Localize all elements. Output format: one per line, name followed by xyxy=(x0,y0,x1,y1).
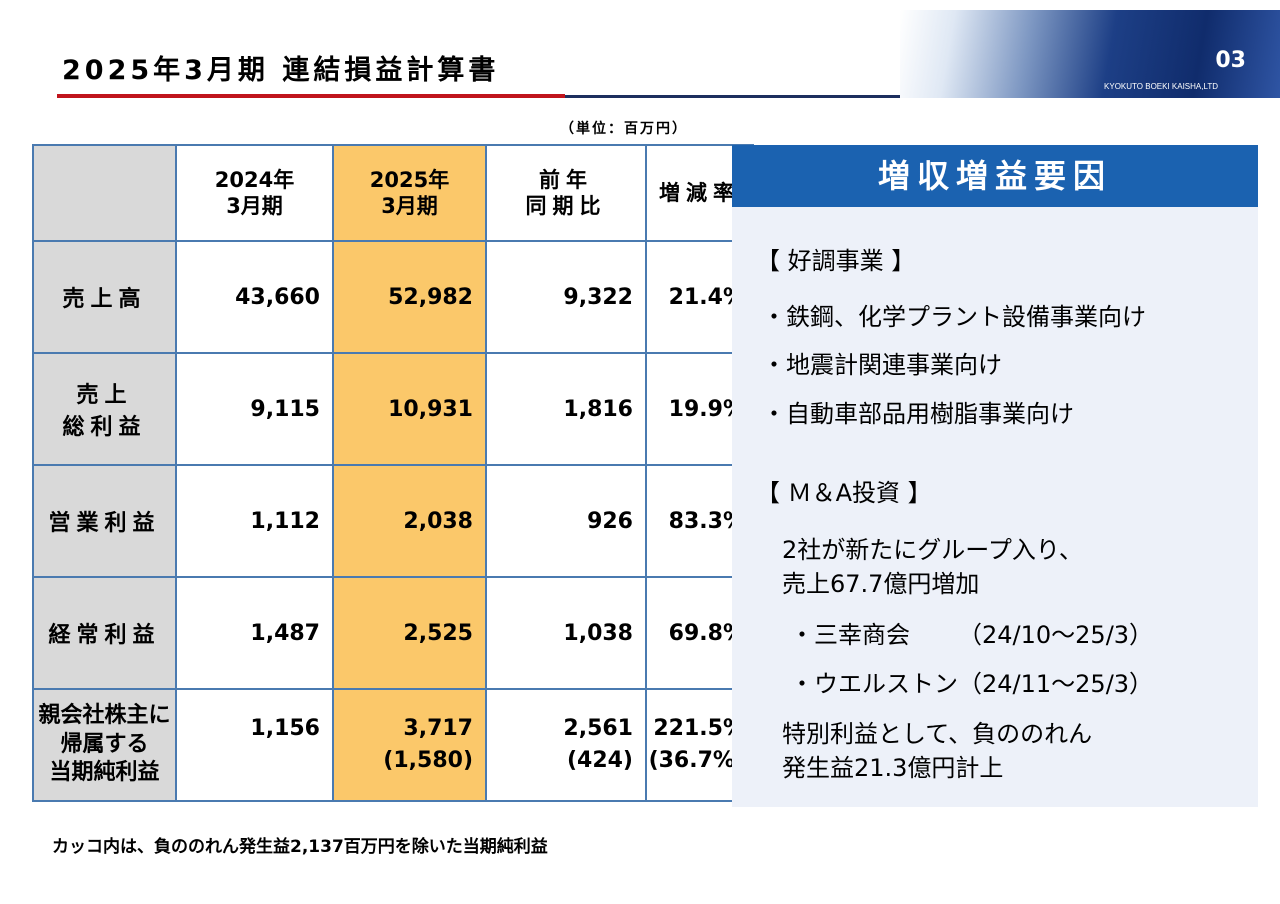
row-label-line: 営業利益 xyxy=(48,511,161,536)
cell-line: 3,717 xyxy=(403,716,473,742)
cell-line: 83.3% xyxy=(668,508,745,534)
title-underline-red xyxy=(57,94,565,98)
list-item: ・地震計関連事業向け xyxy=(762,351,1002,379)
cell-yoy: 9,322 xyxy=(485,240,647,354)
table-header-row: 2024年 3月期 2025年 3月期 前年 同期比 増減率 xyxy=(32,144,754,242)
cell-line: (1,580) xyxy=(383,748,473,773)
cell-line: 1,038 xyxy=(563,620,633,646)
header-line: 2024年 xyxy=(214,167,295,192)
header-line: 同期比 xyxy=(525,194,607,218)
cell-line: 2,525 xyxy=(403,620,473,646)
row-label-line: 経常利益 xyxy=(48,623,161,648)
cell-fy2025: 2,038 xyxy=(332,464,487,578)
row-label: 営業利益 xyxy=(32,464,177,578)
cell-fy2024: 9,115 xyxy=(175,352,334,466)
cell-line: 1,156 xyxy=(250,716,320,742)
cell-line: 926 xyxy=(587,508,633,534)
row-label: 売上高 xyxy=(32,240,177,354)
row-label-line: 当期純利益 xyxy=(49,760,160,786)
cell-line: 10,931 xyxy=(388,396,473,422)
section-heading-strong-business: 【 好調事業 】 xyxy=(756,247,916,275)
footnote: カッコ内は、負ののれん発生益2,137百万円を除いた当期純利益 xyxy=(52,837,548,857)
list-item: ・自動車部品用樹脂事業向け xyxy=(762,400,1074,428)
header-line: 2025年 xyxy=(369,167,450,192)
page-number: 03 xyxy=(1215,48,1246,73)
cell-line: 19.9% xyxy=(668,396,745,422)
cell-yoy: 2,561 (424) xyxy=(485,688,647,802)
cell-line: (36.7%) xyxy=(648,748,745,773)
ma-note-line: 発生益21.3億円計上 xyxy=(782,754,1004,782)
cell-line: 2,561 xyxy=(563,716,633,742)
page-title: 2025年3月期 連結損益計算書 xyxy=(62,55,500,86)
cell-line: 1,816 xyxy=(563,396,633,422)
header-yoy: 前年 同期比 xyxy=(485,144,647,242)
header-fy2025: 2025年 3月期 xyxy=(332,144,487,242)
cell-line: 2,038 xyxy=(403,508,473,534)
row-label-line: 売上高 xyxy=(62,287,147,312)
income-statement-table: 2024年 3月期 2025年 3月期 前年 同期比 増減率 売上高 43,66… xyxy=(32,144,754,802)
row-label: 経常利益 xyxy=(32,576,177,690)
cell-yoy: 1,038 xyxy=(485,576,647,690)
cell-line: 21.4% xyxy=(668,284,745,310)
table-row: 売上 総利益 9,115 10,931 1,816 19.9% xyxy=(32,352,754,466)
section-heading-ma: 【 Ｍ＆A投資 】 xyxy=(756,479,932,507)
factors-panel: 増収増益要因 【 好調事業 】 ・鉄鋼、化学プラント設備事業向け ・地震計関連事… xyxy=(732,145,1258,807)
cell-line: (424) xyxy=(566,748,633,773)
header-fy2024: 2024年 3月期 xyxy=(175,144,334,242)
acquisition-period: （24/10～25/3） xyxy=(958,621,1154,649)
acquisition-name: ・ウエルストン xyxy=(790,670,958,698)
cell-yoy: 926 xyxy=(485,464,647,578)
company-name: KYOKUTO BOEKI KAISHA,LTD xyxy=(1104,82,1218,91)
table-row: 親会社株主に 帰属する 当期純利益 1,156 3,717 (1,580) 2,… xyxy=(32,688,754,802)
table-row: 営業利益 1,112 2,038 926 83.3% xyxy=(32,464,754,578)
header-line: 3月期 xyxy=(226,194,283,218)
header-line: 前年 xyxy=(539,167,593,192)
list-item: ・鉄鋼、化学プラント設備事業向け xyxy=(762,303,1146,331)
cell-fy2024: 1,487 xyxy=(175,576,334,690)
unit-label: （単位：百万円） xyxy=(560,121,688,137)
acquisition-period: （24/11～25/3） xyxy=(958,670,1154,698)
ma-text-line: 売上67.7億円増加 xyxy=(782,570,980,598)
row-label: 親会社株主に 帰属する 当期純利益 xyxy=(32,688,177,802)
table-row: 経常利益 1,487 2,525 1,038 69.8% xyxy=(32,576,754,690)
row-label-line: 総利益 xyxy=(62,415,147,440)
table-row: 売上高 43,660 52,982 9,322 21.4% xyxy=(32,240,754,354)
cell-line: 9,322 xyxy=(563,284,633,310)
header-corner-cell xyxy=(32,144,177,242)
cell-fy2025: 10,931 xyxy=(332,352,487,466)
panel-title: 増収増益要因 xyxy=(732,145,1258,207)
cell-fy2024: 1,112 xyxy=(175,464,334,578)
ma-text-line: 2社が新たにグループ入り、 xyxy=(782,536,1083,564)
row-label: 売上 総利益 xyxy=(32,352,177,466)
row-label-line: 売上 xyxy=(76,383,133,408)
cell-fy2025: 2,525 xyxy=(332,576,487,690)
cell-line: 52,982 xyxy=(388,284,473,310)
cell-fy2024: 43,660 xyxy=(175,240,334,354)
cell-line: 69.8% xyxy=(668,620,745,646)
header-line: 増減率 xyxy=(659,180,740,205)
acquisition-name: ・三幸商会 xyxy=(790,621,910,649)
cell-line: 221.5% xyxy=(653,716,745,742)
cell-fy2025: 52,982 xyxy=(332,240,487,354)
row-label-line: 親会社株主に xyxy=(38,703,171,729)
header-line: 3月期 xyxy=(381,194,438,218)
row-label-line: 帰属する xyxy=(60,731,149,757)
cell-fy2024: 1,156 xyxy=(175,688,334,802)
cell-spacer xyxy=(177,745,320,777)
cell-yoy: 1,816 xyxy=(485,352,647,466)
cell-fy2025: 3,717 (1,580) xyxy=(332,688,487,802)
ma-note-line: 特別利益として、負ののれん xyxy=(782,720,1093,748)
header-banner: 03 KYOKUTO BOEKI KAISHA,LTD xyxy=(900,10,1280,98)
